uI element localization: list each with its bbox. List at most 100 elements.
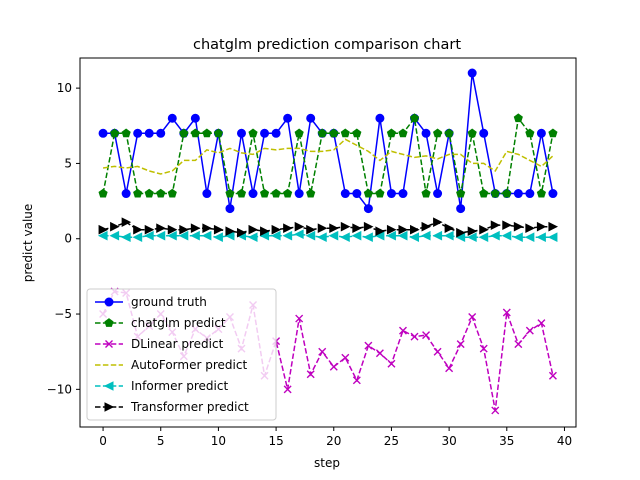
x-tick-label: 15: [268, 434, 283, 448]
data-point: [363, 204, 373, 214]
data-point: [340, 128, 350, 138]
data-point: [398, 189, 408, 199]
series-chatglm-predict: [98, 113, 558, 198]
series-ground-truth: [98, 68, 558, 214]
data-point: [156, 128, 166, 138]
series-line: [102, 116, 554, 195]
data-point: [294, 229, 304, 240]
data-point: [375, 113, 385, 123]
x-tick-label: 20: [326, 434, 341, 448]
data-point: [421, 221, 432, 232]
data-point: [271, 224, 282, 235]
data-point: [514, 340, 523, 349]
data-point: [433, 128, 443, 138]
data-point: [502, 188, 512, 198]
legend-label: Transformer predict: [130, 400, 249, 414]
data-point: [491, 406, 500, 415]
data-point: [144, 128, 154, 138]
data-point: [329, 362, 338, 371]
data-point: [260, 128, 270, 138]
data-point: [536, 232, 546, 243]
data-point: [443, 230, 454, 241]
data-point: [179, 224, 189, 235]
series-line: [102, 290, 554, 411]
data-point: [433, 347, 442, 356]
data-point: [132, 232, 143, 243]
legend-label: Informer predict: [131, 379, 228, 393]
data-point: [363, 221, 374, 232]
data-point: [490, 230, 500, 241]
data-point: [433, 189, 443, 199]
data-point: [548, 128, 558, 138]
legend-marker: [104, 297, 114, 307]
data-point: [410, 332, 419, 341]
data-point: [283, 188, 293, 198]
data-point: [97, 230, 108, 241]
data-point: [501, 230, 512, 241]
data-point: [479, 128, 489, 138]
data-point: [260, 226, 270, 237]
x-tick-label: 30: [441, 434, 456, 448]
legend-item: Transformer predict: [95, 400, 249, 414]
data-point: [133, 128, 143, 138]
x-tick-label: 35: [499, 434, 514, 448]
data-point: [179, 128, 189, 138]
data-point: [386, 189, 396, 199]
data-point: [513, 113, 523, 123]
data-point: [202, 128, 212, 138]
data-point: [294, 128, 304, 138]
data-point: [201, 230, 212, 241]
legend-item: ground truth: [95, 295, 207, 309]
data-point: [283, 385, 292, 394]
data-point: [236, 188, 247, 198]
data-point: [363, 232, 373, 243]
data-point: [386, 128, 397, 138]
x-tick-label: 25: [384, 434, 399, 448]
legend-label: chatglm predict: [131, 316, 226, 330]
data-point: [167, 188, 177, 198]
data-point: [295, 314, 304, 323]
data-point: [433, 217, 443, 227]
data-point: [525, 189, 535, 199]
data-point: [421, 128, 431, 138]
data-point: [456, 340, 465, 349]
data-point: [190, 128, 200, 138]
data-point: [328, 230, 339, 241]
data-point: [490, 220, 501, 230]
x-tick-label: 40: [557, 434, 572, 448]
data-point: [548, 221, 559, 232]
data-point: [444, 128, 454, 138]
data-point: [479, 224, 489, 235]
data-point: [306, 188, 316, 198]
y-tick-label: 10: [57, 81, 72, 95]
data-point: [456, 204, 466, 214]
data-point: [341, 353, 350, 362]
data-point: [547, 232, 558, 243]
data-point: [282, 230, 293, 241]
y-axis-title: predict value: [21, 204, 35, 283]
y-tick-label: 0: [64, 232, 72, 246]
data-point: [213, 232, 223, 243]
data-point: [144, 188, 154, 198]
data-point: [98, 224, 109, 235]
data-point: [306, 370, 315, 379]
data-point: [386, 224, 397, 235]
data-point: [213, 128, 223, 138]
data-point: [502, 220, 512, 230]
data-point: [156, 223, 166, 234]
data-point: [548, 189, 558, 199]
data-point: [156, 188, 166, 198]
data-point: [98, 188, 108, 198]
data-point: [213, 224, 224, 235]
data-point: [479, 344, 488, 353]
data-point: [525, 326, 534, 335]
legend-label: AutoFormer predict: [131, 358, 247, 372]
data-point: [98, 128, 108, 138]
data-point: [306, 224, 316, 235]
data-point: [190, 223, 201, 234]
legend: ground truth chatglm predict DLinear predi…: [86, 288, 277, 421]
data-point: [445, 364, 454, 373]
data-point: [525, 223, 535, 234]
data-point: [109, 230, 120, 241]
data-point: [121, 217, 132, 227]
